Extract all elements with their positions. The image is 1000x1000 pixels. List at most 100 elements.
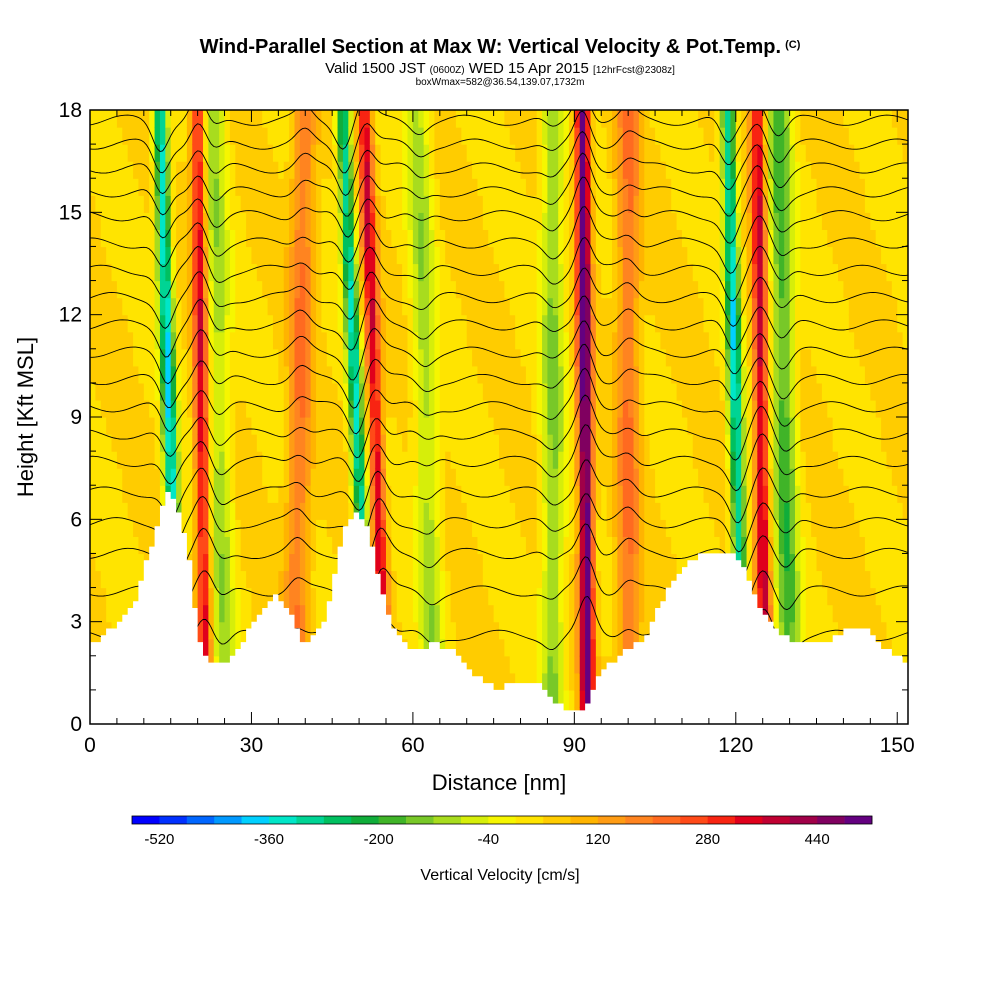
- velocity-cell: [633, 178, 640, 196]
- velocity-cell: [235, 638, 242, 657]
- velocity-cell: [703, 536, 710, 555]
- velocity-cell: [138, 297, 145, 316]
- velocity-cell: [240, 553, 247, 572]
- velocity-cell: [725, 434, 732, 452]
- velocity-cell: [585, 161, 592, 179]
- velocity-cell: [122, 587, 129, 606]
- velocity-cell: [778, 621, 785, 640]
- velocity-cell: [364, 229, 371, 248]
- velocity-cell: [590, 212, 597, 230]
- velocity-cell: [116, 502, 123, 520]
- velocity-cell: [127, 195, 134, 213]
- velocity-cell: [644, 519, 651, 537]
- velocity-cell: [821, 621, 828, 640]
- velocity-cell: [816, 485, 823, 503]
- velocity-cell: [794, 553, 801, 572]
- velocity-cell: [617, 263, 624, 282]
- velocity-cell: [326, 280, 333, 299]
- velocity-cell: [138, 570, 145, 589]
- velocity-cell: [316, 263, 323, 282]
- velocity-cell: [703, 246, 710, 265]
- velocity-cell: [246, 331, 253, 350]
- velocity-cell: [525, 331, 532, 350]
- velocity-cell: [219, 536, 226, 555]
- velocity-cell: [509, 382, 516, 401]
- velocity-cell: [429, 297, 436, 316]
- velocity-cell: [197, 451, 204, 469]
- velocity-cell: [751, 570, 758, 589]
- velocity-cell: [170, 212, 177, 230]
- velocity-cell: [590, 502, 597, 520]
- velocity-cell: [568, 212, 575, 230]
- velocity-cell: [423, 468, 430, 486]
- velocity-cell: [439, 417, 446, 435]
- velocity-cell: [827, 212, 834, 230]
- velocity-cell: [488, 536, 495, 555]
- velocity-cell: [794, 382, 801, 401]
- velocity-cell: [655, 553, 662, 572]
- velocity-cell: [127, 536, 134, 555]
- velocity-cell: [692, 485, 699, 503]
- velocity-cell: [827, 365, 834, 384]
- velocity-cell: [348, 451, 355, 469]
- velocity-cell: [482, 485, 489, 503]
- velocity-cell: [542, 553, 549, 572]
- velocity-cell: [181, 195, 188, 213]
- velocity-cell: [574, 399, 581, 418]
- velocity-cell: [149, 536, 156, 555]
- velocity-cell: [617, 417, 624, 435]
- velocity-cell: [811, 229, 818, 248]
- velocity-cell: [224, 502, 231, 520]
- velocity-cell: [396, 621, 403, 640]
- velocity-cell: [601, 263, 608, 282]
- velocity-cell: [805, 110, 812, 128]
- velocity-cell: [595, 280, 602, 299]
- velocity-cell: [751, 502, 758, 520]
- velocity-cell: [606, 502, 613, 520]
- velocity-cell: [644, 502, 651, 520]
- velocity-cell: [628, 502, 635, 520]
- velocity-cell: [170, 246, 177, 265]
- velocity-cell: [455, 519, 462, 537]
- velocity-cell: [380, 485, 387, 503]
- velocity-cell: [353, 195, 360, 213]
- velocity-cell: [294, 331, 301, 350]
- velocity-cell: [143, 229, 150, 248]
- velocity-cell: [493, 570, 500, 589]
- velocity-cell: [800, 331, 807, 350]
- velocity-cell: [552, 280, 559, 299]
- velocity-cell: [671, 382, 678, 401]
- velocity-cell: [122, 246, 129, 265]
- velocity-cell: [229, 314, 236, 333]
- velocity-cell: [827, 485, 834, 503]
- velocity-cell: [499, 536, 505, 555]
- velocity-cell: [229, 161, 236, 179]
- velocity-cell: [235, 536, 242, 555]
- velocity-cell: [585, 434, 592, 452]
- velocity-cell: [488, 519, 495, 537]
- velocity-cell: [525, 144, 532, 162]
- velocity-cell: [746, 519, 753, 537]
- velocity-cell: [698, 485, 705, 503]
- velocity-cell: [299, 280, 306, 299]
- velocity-cell: [768, 365, 775, 384]
- velocity-cell: [461, 604, 468, 623]
- velocity-cell: [703, 280, 710, 299]
- velocity-cell: [585, 280, 592, 299]
- velocity-cell: [429, 417, 436, 435]
- velocity-cell: [536, 468, 543, 486]
- velocity-cell: [590, 161, 597, 179]
- velocity-cell: [633, 399, 640, 418]
- velocity-cell: [305, 144, 312, 162]
- velocity-cell: [111, 434, 118, 452]
- velocity-cell: [267, 519, 274, 537]
- velocity-cell: [552, 485, 559, 503]
- velocity-cell: [762, 553, 769, 572]
- velocity-cell: [208, 434, 215, 452]
- velocity-cell: [305, 229, 312, 248]
- velocity-cell: [138, 144, 145, 162]
- velocity-cell: [794, 417, 801, 435]
- velocity-cell: [504, 638, 511, 657]
- velocity-cell: [509, 604, 516, 623]
- velocity-cell: [170, 229, 177, 248]
